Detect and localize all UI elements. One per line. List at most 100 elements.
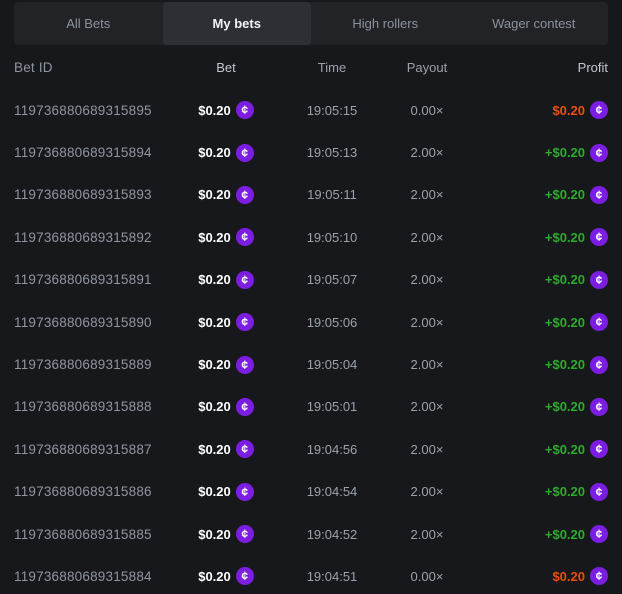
bet-amount: $0.20 [198, 357, 231, 373]
profit-amount: +$0.20 [544, 229, 585, 245]
bet-cell: $0.20 ¢ [170, 228, 282, 247]
coin-icon: ¢ [235, 440, 254, 459]
time-cell: 19:04:52 [306, 526, 358, 542]
profit-cell: +$0.20 ¢ [472, 440, 608, 459]
time-cell: 19:04:54 [306, 484, 358, 500]
time-cell: 19:04:56 [306, 441, 358, 457]
coin-icon: ¢ [590, 185, 608, 204]
column-header-bet: Bet [216, 59, 236, 75]
tab-wager-contest[interactable]: Wager contest [460, 2, 609, 45]
table-header: Bet ID Bet Time Payout Profit [0, 49, 622, 85]
bet-id-cell: 119736880689315890 [14, 314, 152, 330]
payout-cell: 2.00× [410, 272, 444, 288]
coin-icon: ¢ [235, 101, 254, 120]
coin-icon: ¢ [590, 101, 608, 120]
profit-cell: +$0.20 ¢ [472, 185, 608, 204]
time-cell: 19:05:06 [306, 314, 358, 330]
coin-icon: ¢ [590, 228, 608, 247]
payout-cell: 0.00× [410, 568, 444, 584]
coin-icon: ¢ [235, 313, 254, 332]
payout-cell: 2.00× [410, 229, 444, 245]
column-header-payout: Payout [406, 59, 448, 75]
table-body: 119736880689315895 $0.20 ¢ 19:05:15 0.00… [0, 85, 622, 594]
bet-cell: $0.20 ¢ [170, 101, 282, 120]
tab-bar: All Bets My bets High rollers Wager cont… [14, 2, 608, 45]
bet-id-cell: 119736880689315888 [14, 399, 152, 415]
profit-amount: $0.20 [552, 568, 585, 584]
column-header-time: Time [317, 59, 347, 75]
coin-icon: ¢ [590, 567, 608, 586]
profit-cell: +$0.20 ¢ [472, 355, 608, 374]
bet-amount: $0.20 [198, 187, 231, 203]
bet-id-cell: 119736880689315892 [14, 229, 152, 245]
bet-amount: $0.20 [198, 272, 231, 288]
coin-icon: ¢ [235, 355, 254, 374]
coin-icon: ¢ [235, 185, 254, 204]
profit-cell: +$0.20 ¢ [472, 228, 608, 247]
coin-icon: ¢ [590, 397, 608, 416]
table-row: 119736880689315891 $0.20 ¢ 19:05:07 2.00… [0, 259, 622, 301]
tab-label: High rollers [352, 16, 419, 31]
table-row: 119736880689315887 $0.20 ¢ 19:04:56 2.00… [0, 428, 622, 470]
coin-icon: ¢ [590, 313, 608, 332]
bet-amount: $0.20 [198, 314, 231, 330]
tab-label: Wager contest [492, 16, 576, 31]
payout-cell: 2.00× [410, 441, 444, 457]
bet-amount: $0.20 [198, 102, 231, 118]
bet-amount: $0.20 [198, 145, 231, 161]
bet-amount: $0.20 [198, 484, 231, 500]
profit-amount: +$0.20 [544, 441, 585, 457]
profit-amount: +$0.20 [544, 484, 585, 500]
table-row: 119736880689315890 $0.20 ¢ 19:05:06 2.00… [0, 301, 622, 343]
tab-all-bets[interactable]: All Bets [14, 2, 163, 45]
bet-amount: $0.20 [198, 526, 231, 542]
profit-cell: +$0.20 ¢ [472, 397, 608, 416]
table-row: 119736880689315895 $0.20 ¢ 19:05:15 0.00… [0, 89, 622, 131]
bet-id-cell: 119736880689315895 [14, 102, 152, 118]
column-header-profit: Profit [577, 59, 608, 75]
coin-icon: ¢ [235, 567, 254, 586]
profit-cell: +$0.20 ¢ [472, 482, 608, 501]
bet-id-cell: 119736880689315893 [14, 187, 152, 203]
coin-icon: ¢ [235, 397, 254, 416]
table-row: 119736880689315894 $0.20 ¢ 19:05:13 2.00… [0, 131, 622, 173]
payout-cell: 2.00× [410, 399, 444, 415]
profit-amount: +$0.20 [544, 357, 585, 373]
time-cell: 19:05:04 [306, 357, 358, 373]
profit-amount: +$0.20 [544, 314, 585, 330]
profit-cell: +$0.20 ¢ [472, 525, 608, 544]
bet-id-cell: 119736880689315885 [14, 526, 152, 542]
table-row: 119736880689315886 $0.20 ¢ 19:04:54 2.00… [0, 471, 622, 513]
table-row: 119736880689315889 $0.20 ¢ 19:05:04 2.00… [0, 343, 622, 385]
tab-high-rollers[interactable]: High rollers [311, 2, 460, 45]
profit-amount: +$0.20 [544, 187, 585, 203]
profit-amount: +$0.20 [544, 526, 585, 542]
bet-cell: $0.20 ¢ [170, 143, 282, 162]
profit-amount: +$0.20 [544, 399, 585, 415]
bet-cell: $0.20 ¢ [170, 440, 282, 459]
bet-cell: $0.20 ¢ [170, 482, 282, 501]
profit-amount: +$0.20 [544, 145, 585, 161]
table-row: 119736880689315884 $0.20 ¢ 19:04:51 0.00… [0, 555, 622, 594]
payout-cell: 2.00× [410, 357, 444, 373]
coin-icon: ¢ [590, 143, 608, 162]
payout-cell: 2.00× [410, 187, 444, 203]
bet-id-cell: 119736880689315884 [14, 568, 152, 584]
bet-amount: $0.20 [198, 568, 231, 584]
payout-cell: 2.00× [410, 145, 444, 161]
coin-icon: ¢ [590, 440, 608, 459]
bet-id-cell: 119736880689315891 [14, 272, 152, 288]
table-row: 119736880689315885 $0.20 ¢ 19:04:52 2.00… [0, 513, 622, 555]
coin-icon: ¢ [235, 143, 254, 162]
payout-cell: 2.00× [410, 526, 444, 542]
tab-my-bets[interactable]: My bets [162, 2, 311, 45]
payout-cell: 2.00× [410, 314, 444, 330]
profit-cell: +$0.20 ¢ [472, 143, 608, 162]
bet-amount: $0.20 [198, 399, 231, 415]
coin-icon: ¢ [235, 228, 254, 247]
bet-cell: $0.20 ¢ [170, 313, 282, 332]
time-cell: 19:05:11 [307, 187, 357, 203]
coin-icon: ¢ [235, 525, 254, 544]
payout-cell: 2.00× [410, 484, 444, 500]
